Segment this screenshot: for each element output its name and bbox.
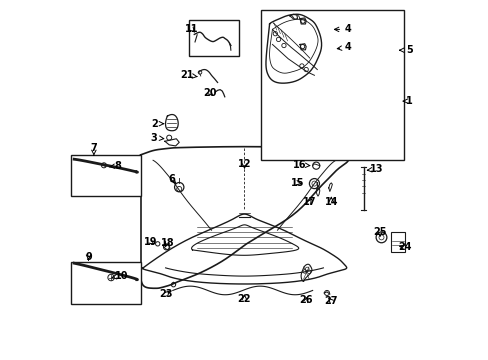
- Text: 10: 10: [112, 271, 128, 281]
- Text: 15: 15: [290, 178, 304, 188]
- Text: 16: 16: [293, 160, 309, 170]
- Text: 5: 5: [399, 45, 412, 55]
- Bar: [70, 262, 140, 304]
- Text: 4: 4: [334, 24, 351, 35]
- Text: 13: 13: [366, 164, 383, 174]
- Bar: [70, 155, 140, 196]
- Text: 17: 17: [303, 197, 316, 207]
- Bar: [188, 21, 239, 56]
- Text: 9: 9: [85, 252, 92, 262]
- Text: 3: 3: [150, 133, 163, 143]
- Text: 12: 12: [237, 159, 251, 169]
- Text: 1: 1: [402, 96, 412, 106]
- Text: 18: 18: [160, 238, 174, 248]
- Text: 26: 26: [299, 295, 312, 305]
- Bar: [260, 10, 403, 160]
- Text: 19: 19: [143, 237, 157, 247]
- Text: 2: 2: [150, 119, 163, 129]
- Text: 25: 25: [372, 227, 386, 237]
- Text: 20: 20: [203, 88, 217, 98]
- Text: 4: 4: [337, 42, 351, 52]
- Text: 23: 23: [159, 289, 173, 299]
- Text: 7: 7: [90, 143, 97, 156]
- Text: 6: 6: [168, 174, 175, 184]
- Text: 24: 24: [398, 242, 411, 252]
- Text: 8: 8: [109, 161, 122, 171]
- Text: 11: 11: [184, 24, 198, 34]
- Text: 27: 27: [324, 296, 337, 306]
- Text: 22: 22: [237, 294, 251, 304]
- Bar: [390, 232, 405, 252]
- Text: 21: 21: [180, 70, 197, 80]
- Text: 14: 14: [324, 197, 337, 207]
